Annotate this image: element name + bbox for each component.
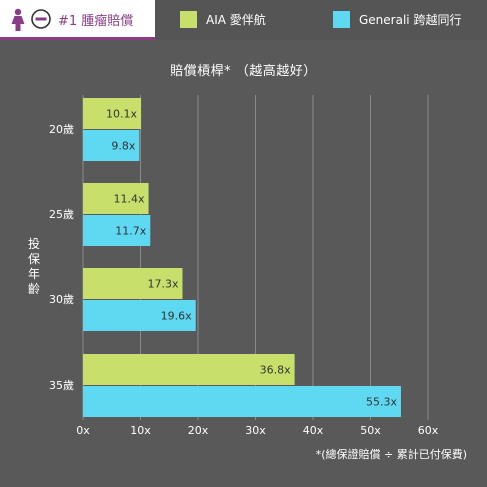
x-tick-label: 50x [360,424,381,437]
x-tick-label: 10x [130,424,151,437]
header-bar: #1 腫瘤賠償 AIA 愛伴航 Generali 跨越同行 [0,0,487,40]
data-label: 10.1x [106,108,137,121]
bar-aia [83,183,149,214]
data-label: 9.8x [111,140,135,153]
legend-label-generali: Generali 跨越同行 [359,13,462,27]
bar-aia [83,354,295,385]
legend-aia: AIA 愛伴航 [180,11,266,28]
x-tick-label: 30x [245,424,266,437]
data-label: 11.4x [114,193,145,206]
legend-label-aia: AIA 愛伴航 [206,13,266,27]
legend-generali: Generali 跨越同行 [333,11,461,28]
footnote: *(總保證賠償 ÷ 累計已付保費) [315,448,467,461]
female-icon [11,8,25,31]
bar-aia [83,98,142,129]
category-title: #1 腫瘤賠償 [58,14,134,29]
category-label: 20歲 [49,122,74,136]
data-label: 55.3x [366,396,397,409]
chart-title: 賠償槓桿* （越高越好） [170,64,317,79]
legend-swatch-generali [333,11,350,28]
data-label: 17.3x [147,278,178,291]
x-tick-label: 20x [188,424,209,437]
legend-swatch-aia [180,11,197,28]
bar-generali [83,386,401,417]
category-label: 30歲 [49,292,74,306]
badge-icon [31,9,51,29]
category-label: 25歲 [49,207,74,221]
x-tick-label: 40x [303,424,324,437]
x-tick-label: 0x [76,424,90,437]
bar-aia [83,268,183,299]
data-label: 19.6x [161,310,192,323]
data-label: 11.7x [115,225,146,238]
x-tick-label: 60x [418,424,439,437]
bar-generali [83,215,151,246]
category-label: 35歲 [49,378,74,392]
data-label: 36.8x [260,364,291,377]
y-axis-label: 投保年齡 [27,237,40,296]
bar-generali [83,300,196,331]
bar-generali [83,130,140,161]
category-tab[interactable]: #1 腫瘤賠償 [0,0,155,40]
